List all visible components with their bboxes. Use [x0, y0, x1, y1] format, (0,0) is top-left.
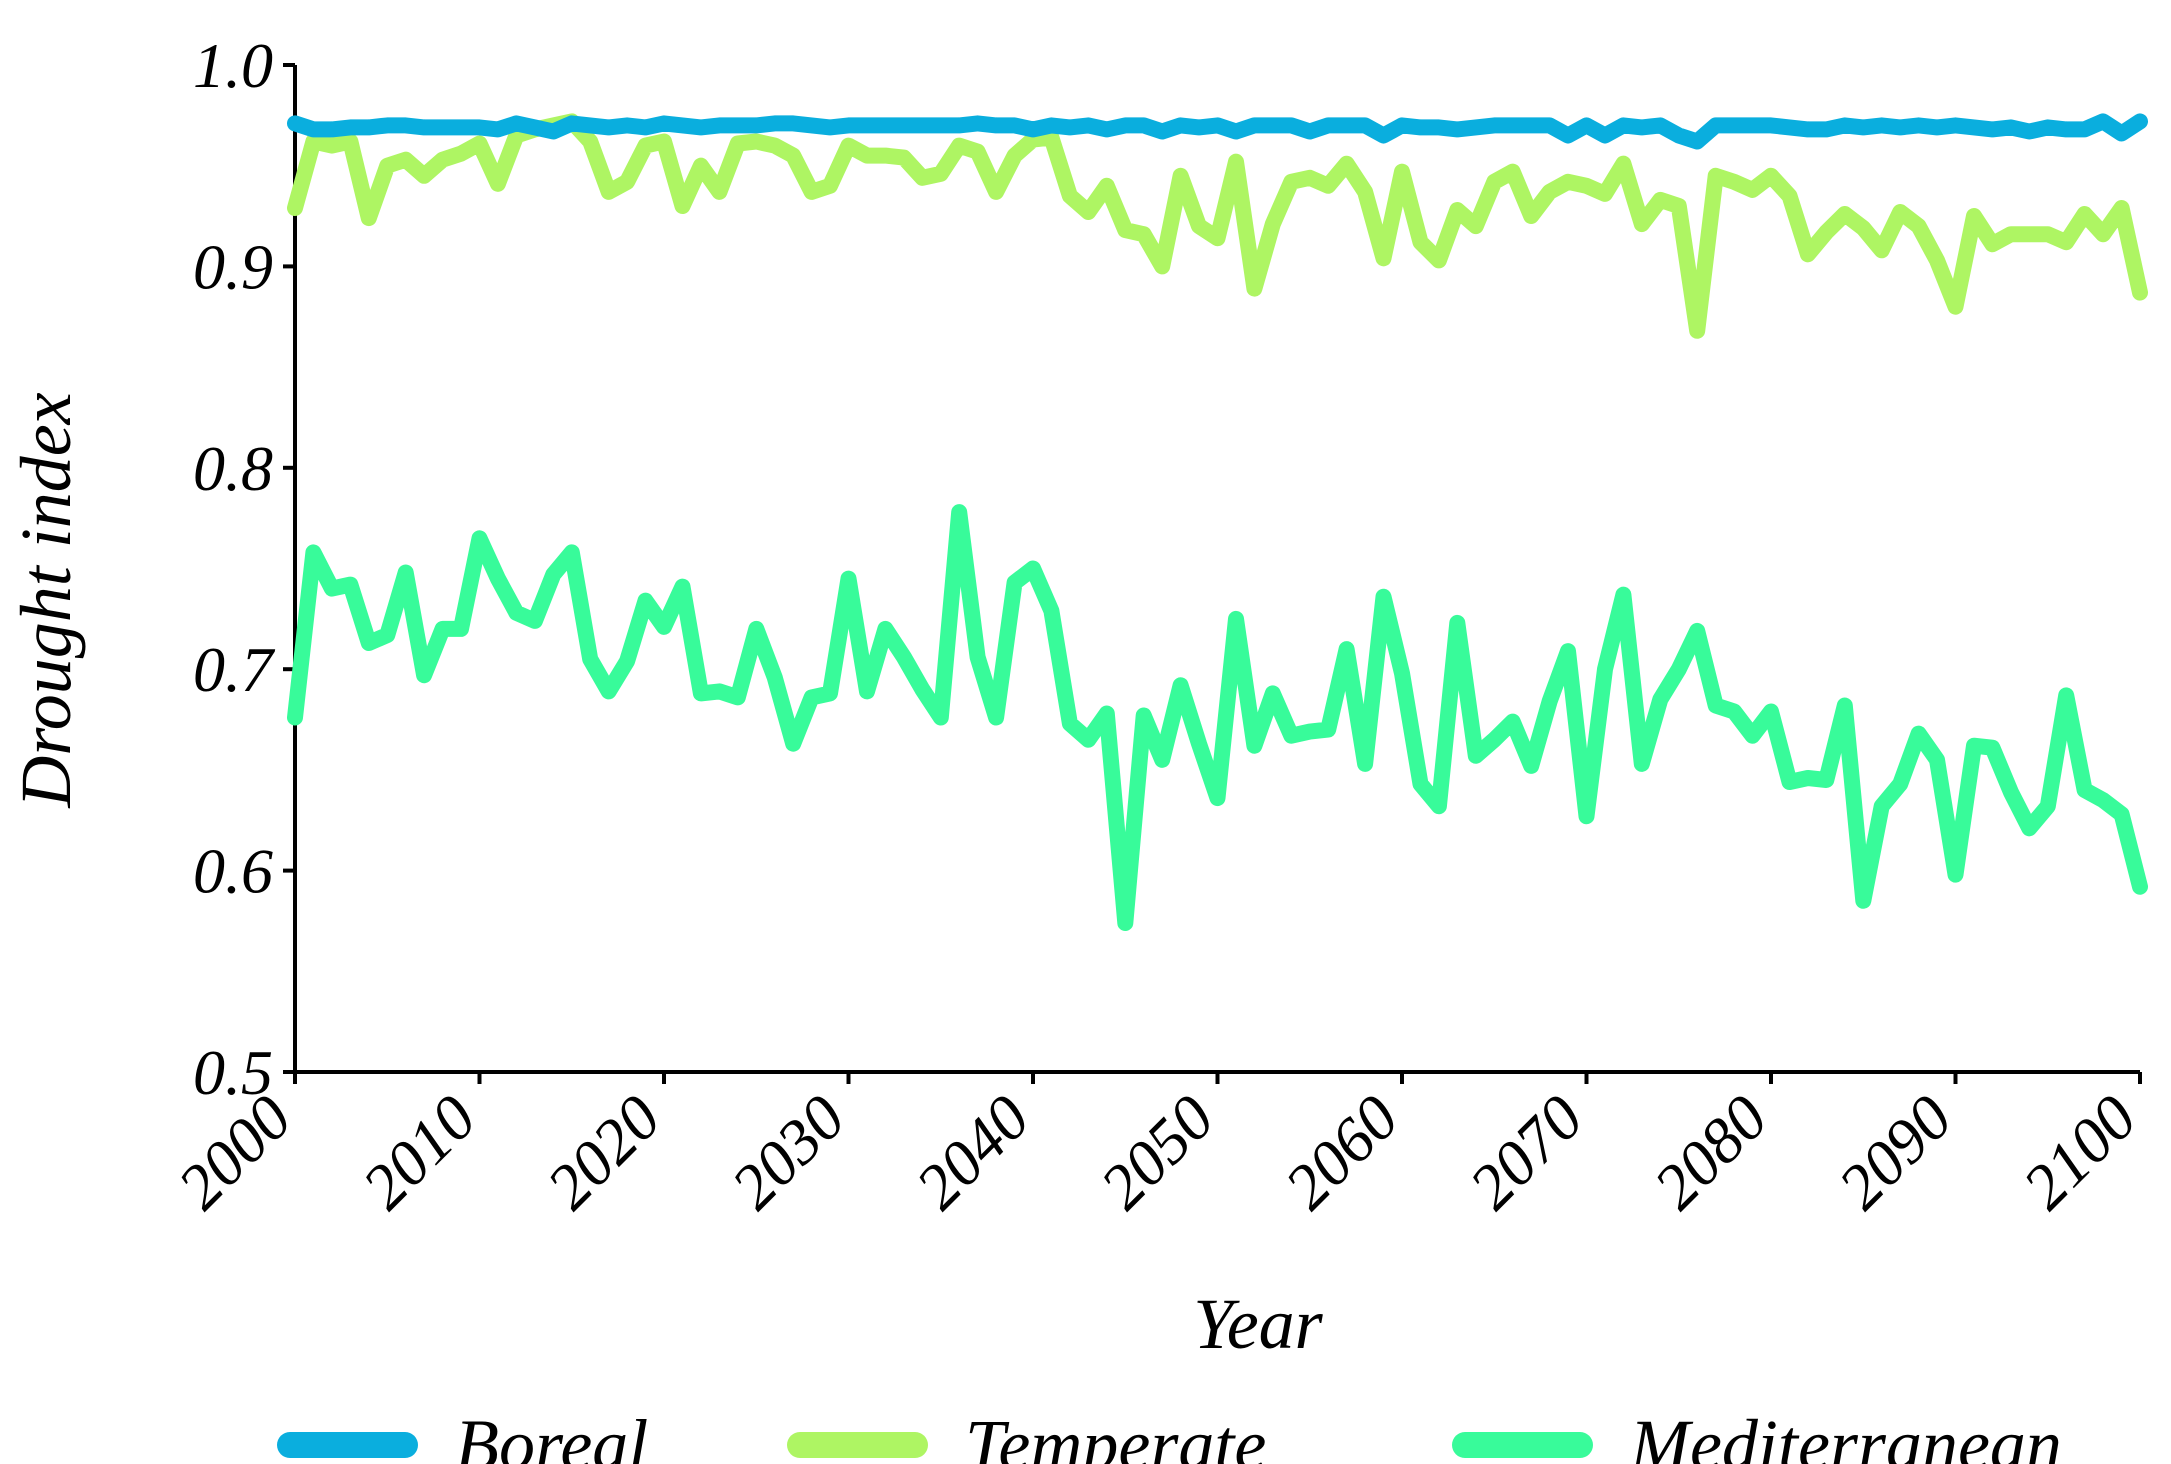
series-line-temperate — [287, 113, 2148, 339]
series-line-mediterranean — [287, 504, 2148, 931]
x-tick-label: 2030 — [718, 1082, 859, 1223]
y-tick-label: 0.9 — [193, 231, 273, 302]
y-tick-label: 0.5 — [193, 1037, 273, 1108]
x-tick-label: 2060 — [1271, 1082, 1412, 1223]
x-ticks: 2000 2010 2020 2030 2040 2050 2060 2070 2080 2090… — [164, 1072, 2150, 1222]
x-tick-label: 2000 — [164, 1082, 305, 1223]
y-tick-label: 1.0 — [193, 30, 273, 101]
legend-label-boreal: Boreal — [455, 1405, 648, 1464]
y-tick-label: 0.7 — [193, 634, 276, 705]
x-axis-title: Year — [1193, 1284, 1323, 1364]
legend-label-mediterranean: Mediterranean — [1629, 1405, 2062, 1464]
series-line-boreal — [287, 113, 2148, 150]
x-tick-label: 2100 — [2009, 1082, 2150, 1223]
x-tick-label: 2070 — [1456, 1082, 1597, 1223]
x-tick-label: 2050 — [1087, 1082, 1228, 1223]
x-tick-label: 2020 — [533, 1082, 674, 1223]
y-tick-label: 0.6 — [193, 836, 273, 907]
x-tick-label: 2090 — [1825, 1082, 1966, 1223]
x-tick-label: 2040 — [902, 1082, 1043, 1223]
legend: Boreal Temperate Mediterranean — [277, 1405, 2062, 1464]
x-tick-label: 2010 — [349, 1082, 490, 1223]
y-tick-label: 0.8 — [193, 433, 273, 504]
series-lines — [287, 113, 2148, 931]
x-tick-label: 2080 — [1640, 1082, 1781, 1223]
legend-label-temperate: Temperate — [965, 1405, 1266, 1464]
y-axis-title: Drought index — [6, 392, 86, 808]
y-ticks: 0.5 0.6 0.7 0.8 0.9 1.0 — [193, 30, 295, 1108]
